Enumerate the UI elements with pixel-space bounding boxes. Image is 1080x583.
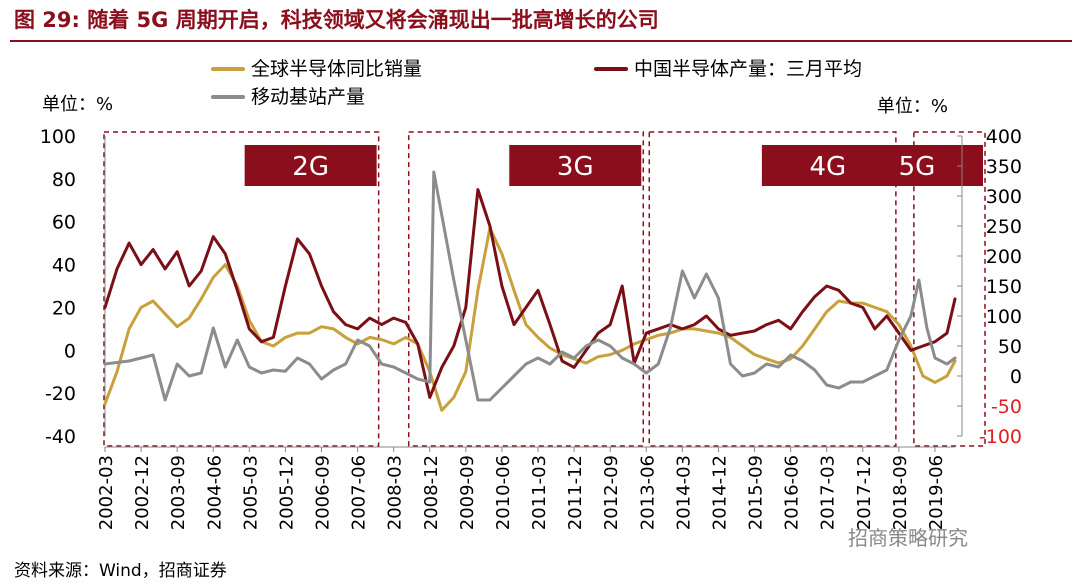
period-boxes: 2G 3G 4G 5G bbox=[103, 131, 986, 447]
x-tick-label: 2011-12 bbox=[565, 455, 586, 530]
x-tick-label: 2008-03 bbox=[385, 455, 406, 530]
left-tick-label: 60 bbox=[52, 212, 76, 234]
x-tick-label: 2019-06 bbox=[926, 455, 947, 530]
right-tick-label: 350 bbox=[986, 156, 1022, 178]
period-box-5G bbox=[913, 131, 986, 447]
period-label-5G: 5G bbox=[899, 152, 936, 182]
x-tick-label: 2002-12 bbox=[132, 455, 153, 530]
left-tick-label: 40 bbox=[52, 255, 76, 277]
right-tick-label: -50 bbox=[991, 396, 1022, 418]
right-tick-label: 200 bbox=[986, 246, 1022, 268]
left-tick-label: -20 bbox=[45, 383, 76, 405]
x-tick-label: 2007-06 bbox=[349, 455, 370, 530]
series-lines bbox=[103, 170, 957, 412]
x-tick-label: 2009-09 bbox=[457, 455, 478, 530]
left-tick-label: -40 bbox=[45, 426, 76, 448]
x-tick-label: 2005-12 bbox=[276, 455, 297, 530]
left-tick-label: 20 bbox=[52, 297, 76, 319]
x-tick-label: 2006-09 bbox=[313, 455, 334, 530]
right-axis-unit: 单位：% bbox=[877, 96, 948, 117]
right-tick-label: 400 bbox=[986, 126, 1022, 148]
right-tick-label: 100 bbox=[986, 306, 1022, 328]
left-tick-label: 0 bbox=[64, 340, 76, 362]
x-tick-label: 2016-06 bbox=[782, 455, 803, 530]
right-tick-label: 300 bbox=[986, 186, 1022, 208]
title-divider bbox=[10, 40, 1072, 42]
period-box-3G bbox=[407, 131, 645, 447]
x-tick-label: 2015-09 bbox=[746, 455, 767, 530]
right-tick-label: 50 bbox=[998, 336, 1022, 358]
x-tick-label: 2014-12 bbox=[709, 455, 730, 530]
legend-label-0: 全球半导体同比销量 bbox=[251, 58, 422, 80]
period-label-4G: 4G bbox=[810, 152, 847, 182]
right-tick-label: 0 bbox=[1010, 366, 1022, 388]
left-axis-unit: 单位：% bbox=[42, 94, 113, 115]
source-note: 资料来源：Wind，招商证券 bbox=[14, 561, 227, 581]
right-tick-label: 250 bbox=[986, 216, 1022, 238]
left-tick-label: 80 bbox=[52, 169, 76, 191]
watermark: 招商策略研究 bbox=[848, 526, 968, 550]
figure-title: 图 29: 随着 5G 周期开启，科技领域又将会涌现出一批高增长的公司 bbox=[14, 8, 659, 32]
period-label-bg-3G bbox=[509, 145, 642, 186]
legend-label-1: 中国半导体产量：三月平均 bbox=[634, 58, 862, 80]
right-tick-label: -100 bbox=[979, 426, 1022, 448]
x-tick-label: 2017-12 bbox=[854, 455, 875, 530]
x-tick-label: 2018-09 bbox=[890, 455, 911, 530]
right-tick-label: 150 bbox=[986, 276, 1022, 298]
series-line-2 bbox=[103, 170, 957, 402]
x-tick-label: 2013-06 bbox=[637, 455, 658, 530]
period-box-4G bbox=[648, 131, 897, 447]
x-tick-label: 2004-06 bbox=[204, 455, 225, 530]
axes: 单位：%100806040200-20-40单位：%40035030025020… bbox=[40, 94, 1022, 530]
x-tick-label: 2003-09 bbox=[168, 455, 189, 530]
x-tick-label: 2010-06 bbox=[493, 455, 514, 530]
x-tick-label: 2014-03 bbox=[673, 455, 694, 530]
x-tick-label: 2002-03 bbox=[96, 455, 117, 530]
x-tick-label: 2011-03 bbox=[529, 455, 550, 530]
x-tick-label: 2017-03 bbox=[818, 455, 839, 530]
x-tick-label: 2008-12 bbox=[421, 455, 442, 530]
series-line-1 bbox=[103, 188, 957, 399]
x-tick-label: 2005-03 bbox=[240, 455, 261, 530]
series-line-0 bbox=[103, 226, 957, 412]
legend-label-2: 移动基站产量 bbox=[251, 86, 365, 108]
period-box-2G bbox=[103, 131, 380, 447]
period-label-bg-2G bbox=[244, 145, 377, 186]
left-tick-label: 100 bbox=[40, 126, 76, 148]
period-label-2G: 2G bbox=[292, 152, 329, 182]
x-tick-label: 2012-09 bbox=[601, 455, 622, 530]
period-label-3G: 3G bbox=[557, 152, 594, 182]
